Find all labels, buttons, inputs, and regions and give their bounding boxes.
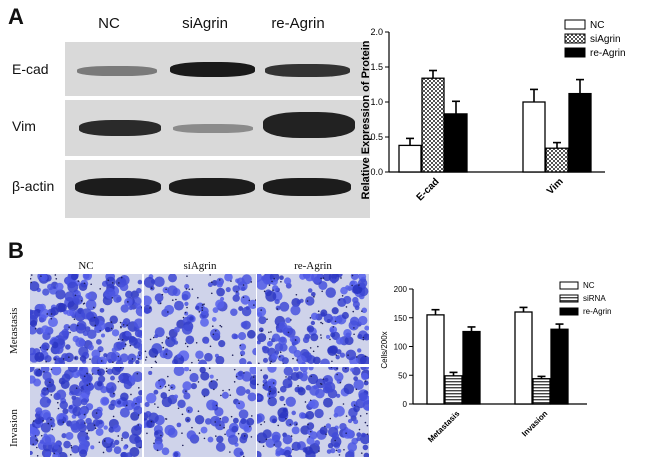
micrograph-metastasis-siagrin: [144, 274, 256, 364]
bar-metastasis-re-agrin: [462, 330, 481, 405]
panel-label-a: A: [8, 4, 24, 29]
legend-swatch-sirna: [559, 294, 579, 303]
y-tick-label: 100: [394, 343, 408, 352]
band-ecad-nc: [77, 66, 157, 76]
lane-label-re-agrin: re-Agrin: [271, 15, 325, 32]
col-label-siagrin: siAgrin: [183, 260, 217, 272]
legend-swatch-re-agrin: [564, 47, 586, 58]
legend-swatch-re-agrin: [559, 307, 579, 316]
y-tick-label: 0.5: [370, 132, 383, 142]
band-bactin-re-agrin: [263, 178, 351, 196]
legend-label: re-Agrin: [590, 48, 626, 59]
bar-vim-siagrin: [545, 147, 569, 173]
row-label-ecad: E-cad: [12, 61, 49, 77]
y-tick-label: 2.0: [370, 27, 383, 37]
y-tick-label: 0: [403, 400, 408, 409]
col-label-nc: NC: [78, 260, 94, 272]
bar-invasion-re-agrin: [550, 328, 569, 405]
band-ecad-siagrin: [170, 62, 255, 77]
micrograph-invasion-nc: [30, 367, 142, 457]
category-label: Invasion: [520, 409, 549, 438]
col-label-re-agrin: re-Agrin: [294, 260, 332, 272]
chart-b-ylabel: Cells/200x: [380, 331, 389, 368]
chart-cell-counts: Cells/200x 0 50 100 150 200 Metastasis Invasi…: [380, 281, 611, 445]
band-ecad-re-agrin: [265, 64, 350, 77]
panel-label-b: B: [8, 238, 24, 263]
bar-e-cad-nc: [398, 144, 422, 173]
bar-e-cad-siagrin: [421, 77, 445, 173]
band-bactin-nc: [75, 178, 161, 196]
band-vim-siagrin: [173, 124, 253, 133]
bar-metastasis-nc: [426, 314, 445, 405]
micrograph-invasion-siagrin: [144, 367, 256, 457]
lane-label-nc: NC: [98, 15, 120, 32]
legend-swatch-nc: [564, 19, 586, 30]
band-vim-re-agrin: [263, 112, 355, 138]
band-vim-nc: [79, 120, 161, 136]
lane-label-siagrin: siAgrin: [182, 15, 228, 32]
blot-ecad: [65, 42, 370, 96]
legend-label: siRNA: [583, 294, 606, 303]
y-tick-label: 50: [398, 371, 407, 380]
chart-protein-expression: Relative Expression of Protein 0.0 0.5 1.0…: [360, 19, 626, 203]
row-label-metastasis: Metastasis: [8, 307, 20, 354]
category-label: Metastasis: [426, 409, 462, 445]
blot-bactin: [65, 160, 370, 218]
category-label: Vim: [545, 176, 566, 197]
micrograph-metastasis-nc: [30, 274, 142, 364]
bar-invasion-sirna: [532, 378, 551, 405]
category-label: E-cad: [415, 176, 442, 203]
bar-vim-nc: [522, 101, 546, 173]
y-tick-label: 200: [394, 285, 408, 294]
bar-metastasis-sirna: [444, 375, 463, 405]
y-tick-label: 1.0: [370, 97, 383, 107]
legend-label: re-Agrin: [583, 307, 611, 316]
legend-label: NC: [583, 281, 595, 290]
row-label-invasion: Invasion: [8, 409, 20, 447]
blot-vim: [65, 100, 370, 156]
legend-label: siAgrin: [590, 34, 621, 45]
y-tick-label: 150: [394, 314, 408, 323]
micrograph-invasion-re-agrin: [257, 367, 369, 457]
y-tick-label: 0.0: [370, 167, 383, 177]
row-label-bactin: β-actin: [12, 178, 55, 194]
bar-e-cad-re-agrin: [444, 113, 468, 173]
bar-invasion-nc: [514, 311, 533, 405]
chart-a-ylabel: Relative Expression of Protein: [360, 40, 372, 199]
legend-swatch-siagrin: [564, 33, 586, 44]
row-label-vim: Vim: [12, 118, 36, 134]
bar-vim-re-agrin: [568, 92, 592, 173]
micrograph-metastasis-re-agrin: [257, 274, 369, 364]
y-tick-label: 1.5: [370, 62, 383, 72]
legend-label: NC: [590, 20, 604, 31]
legend-swatch-nc: [559, 281, 579, 290]
band-bactin-siagrin: [169, 178, 255, 196]
